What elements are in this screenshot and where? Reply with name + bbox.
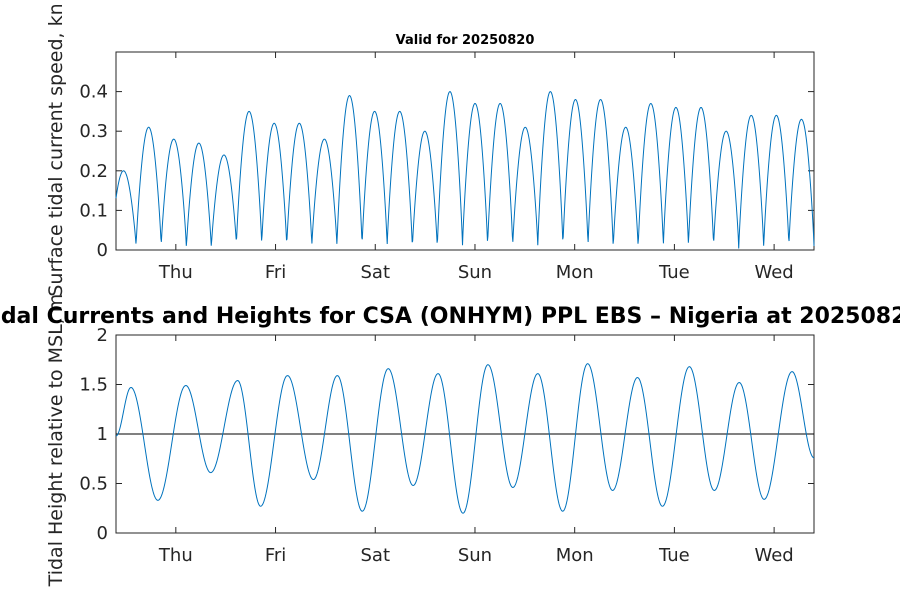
current-y-tick-label: 0.4 (79, 82, 108, 103)
height-y-tick-label: 0 (97, 523, 108, 544)
current-chart-title: Valid for 20250820 (396, 33, 535, 48)
current-speed-chart: Valid for 20250820 0 0.1 0.2 0.3 0.4 Thu Fri S… (45, 3, 815, 297)
current-x-tick-label: Mon (556, 262, 594, 283)
current-speed-series (115, 91, 815, 249)
height-x-tick-label: Wed (754, 545, 793, 566)
height-y-tick-label: 2 (97, 325, 108, 346)
current-x-tick-label: Wed (754, 262, 793, 283)
main-figure-title: Tidal Currents and Heights for CSA (ONHY… (0, 304, 900, 329)
current-plot-area (115, 51, 815, 251)
height-y-tick-label: 1 (97, 424, 108, 445)
height-x-tick-label: Thu (158, 545, 193, 566)
current-y-tick-label: 0.3 (79, 121, 108, 142)
current-y-tick-label: 0.2 (79, 161, 108, 182)
tidal-height-chart: 0 0.5 1 1.5 2 Thu Fri Sat Sun Mon Tue Wed Tidal He… (0, 294, 900, 588)
height-x-tick-label: Fri (265, 545, 286, 566)
current-y-tick-label: 0 (97, 240, 108, 261)
height-y-tick-label: 1.5 (79, 375, 108, 396)
current-x-tick-label: Fri (265, 262, 286, 283)
current-x-tick-label: Sat (360, 262, 390, 283)
height-y-axis: 0 0.5 1 1.5 2 (79, 325, 814, 544)
tidal-height-series (115, 363, 815, 514)
current-y-label: Surface tidal current speed, kn (45, 3, 67, 296)
height-x-tick-label: Tue (658, 545, 690, 566)
height-x-tick-label: Mon (556, 545, 594, 566)
current-x-tick-label: Tue (658, 262, 690, 283)
current-y-axis: 0 0.1 0.2 0.3 0.4 (79, 82, 814, 261)
current-y-tick-label: 0.1 (79, 200, 108, 221)
height-y-label: Tidal Height relative to MSL, m (45, 294, 67, 588)
current-x-axis: Thu Fri Sat Sun Mon Tue Wed (158, 52, 794, 283)
height-y-tick-label: 0.5 (79, 474, 108, 495)
current-x-tick-label: Sun (458, 262, 492, 283)
height-x-tick-label: Sat (360, 545, 390, 566)
current-x-tick-label: Thu (158, 262, 193, 283)
height-x-tick-label: Sun (458, 545, 492, 566)
height-x-axis: Thu Fri Sat Sun Mon Tue Wed (158, 335, 794, 566)
